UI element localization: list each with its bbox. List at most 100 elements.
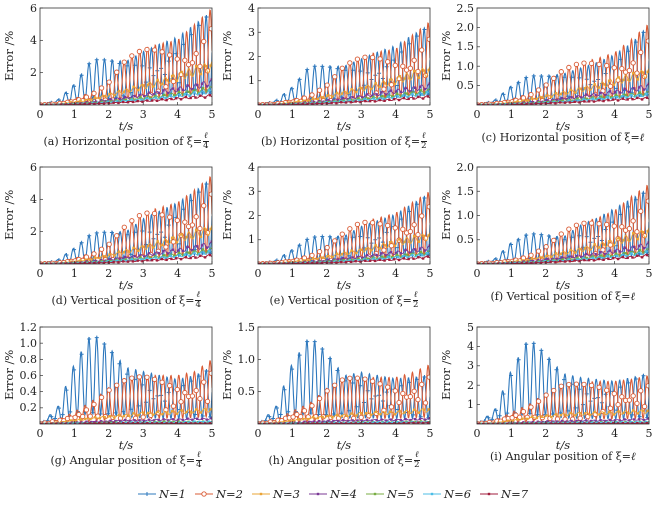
data-point-marker xyxy=(425,252,429,255)
data-point-marker xyxy=(591,256,595,260)
data-point-marker xyxy=(607,405,614,411)
data-point-marker xyxy=(407,65,414,71)
data-point-marker xyxy=(615,254,619,258)
data-point-marker xyxy=(362,376,368,382)
data-point-marker xyxy=(646,409,649,413)
data-point-marker xyxy=(410,91,413,94)
data-point-marker xyxy=(330,101,333,105)
data-point-marker xyxy=(147,91,151,94)
data-point-marker xyxy=(559,422,562,424)
data-point-marker xyxy=(167,91,170,95)
data-point-marker xyxy=(602,99,605,103)
data-point-marker xyxy=(355,414,358,417)
data-point-marker xyxy=(297,259,300,263)
legend: N=1 N=2 N=3 N=4 N=5 N=6 N=7 xyxy=(0,487,666,501)
data-point-marker xyxy=(418,417,422,421)
y-axis-label: Error /% xyxy=(439,349,453,400)
data-point-marker xyxy=(311,102,314,105)
data-point-marker xyxy=(601,256,604,260)
data-point-marker xyxy=(147,418,151,421)
data-point-marker xyxy=(156,78,159,82)
y-tick-label: 5 xyxy=(467,320,474,334)
data-point-marker xyxy=(126,101,130,104)
data-point-marker xyxy=(103,416,106,419)
data-point-marker xyxy=(630,412,635,417)
data-point-marker xyxy=(136,212,143,219)
data-point-marker xyxy=(525,422,528,424)
data-point-marker xyxy=(340,414,344,418)
data-point-marker xyxy=(539,261,543,264)
data-point-marker xyxy=(621,255,625,259)
data-point-marker xyxy=(409,90,412,93)
data-point-marker xyxy=(560,419,564,423)
data-point-marker xyxy=(626,67,633,74)
data-point-marker xyxy=(175,79,179,83)
data-point-marker xyxy=(554,102,557,105)
data-point-marker xyxy=(137,414,140,417)
data-point-marker xyxy=(113,254,116,257)
data-point-marker xyxy=(585,256,589,260)
data-point-marker xyxy=(609,96,613,99)
data-point-marker xyxy=(613,250,617,253)
data-point-marker xyxy=(642,247,646,250)
data-point-marker xyxy=(290,414,296,420)
data-point-marker xyxy=(559,252,563,256)
data-point-marker xyxy=(209,408,212,411)
data-point-marker xyxy=(340,101,343,104)
data-point-marker xyxy=(175,241,179,244)
data-point-marker xyxy=(207,89,211,92)
data-point-marker xyxy=(597,422,600,424)
data-point-marker xyxy=(326,94,329,97)
data-point-marker xyxy=(205,246,209,249)
data-point-marker xyxy=(324,82,330,88)
data-point-marker xyxy=(381,255,384,258)
data-point-marker xyxy=(585,97,589,101)
data-point-marker xyxy=(411,92,414,96)
data-point-marker xyxy=(599,418,602,422)
data-point-marker xyxy=(142,84,145,87)
data-point-marker xyxy=(194,422,197,424)
data-point-marker xyxy=(301,262,304,264)
data-point-marker xyxy=(516,418,519,421)
data-point-marker xyxy=(204,64,208,68)
data-point-marker xyxy=(617,236,620,240)
data-point-marker xyxy=(98,85,105,91)
data-point-marker xyxy=(189,379,194,384)
data-point-marker xyxy=(154,256,158,259)
data-point-marker xyxy=(113,94,116,97)
data-point-marker xyxy=(628,90,631,94)
data-point-marker xyxy=(359,422,362,424)
data-point-marker xyxy=(546,257,549,261)
y-tick-label: 1.5 xyxy=(456,40,475,54)
data-point-marker xyxy=(422,196,427,201)
x-tick-label: 4 xyxy=(611,267,619,280)
data-point-marker xyxy=(525,261,528,264)
data-point-marker xyxy=(201,379,207,385)
data-point-marker xyxy=(94,420,98,423)
data-point-marker xyxy=(189,422,192,424)
data-point-marker xyxy=(612,422,615,424)
data-point-marker xyxy=(150,258,154,262)
data-point-marker xyxy=(181,249,184,253)
data-point-marker xyxy=(102,422,106,424)
data-point-marker xyxy=(69,103,72,105)
data-point-marker xyxy=(200,414,205,419)
data-point-marker xyxy=(593,410,596,414)
data-point-marker xyxy=(365,253,369,257)
data-point-marker xyxy=(422,400,429,406)
data-point-marker xyxy=(354,221,361,228)
data-point-marker xyxy=(539,74,544,79)
data-point-marker xyxy=(563,260,567,263)
data-point-marker xyxy=(358,414,364,421)
data-point-marker xyxy=(626,397,633,403)
data-point-marker xyxy=(89,98,92,102)
data-point-marker xyxy=(364,422,367,424)
y-tick-label: 0.5 xyxy=(456,233,475,247)
data-point-marker xyxy=(550,95,553,98)
legend-swatch xyxy=(423,492,442,496)
data-point-marker xyxy=(624,252,627,255)
data-point-marker xyxy=(123,418,127,422)
y-tick-label: 4 xyxy=(30,33,37,47)
data-point-marker xyxy=(603,243,606,246)
data-point-marker xyxy=(412,69,416,73)
